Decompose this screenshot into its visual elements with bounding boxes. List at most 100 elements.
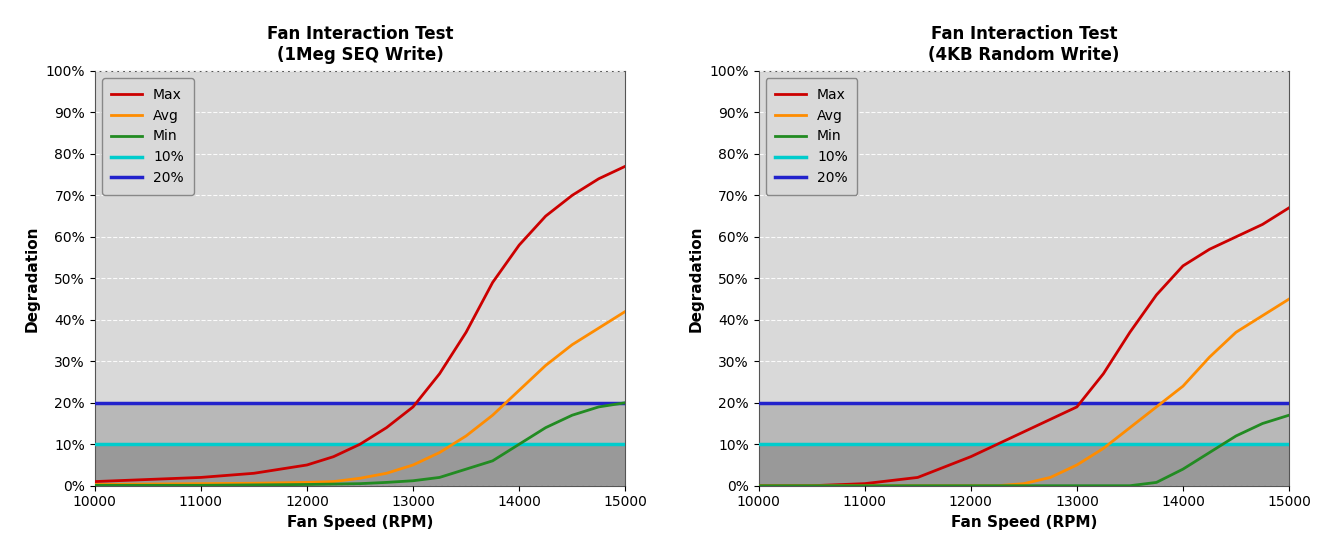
Max <box>1122 329 1138 336</box>
Legend: Max, Avg, Min, 10%, 20%: Max, Avg, Min, 10%, 20% <box>102 78 194 195</box>
Avg <box>963 482 979 489</box>
Max <box>1096 370 1112 377</box>
Max <box>537 213 553 219</box>
Min <box>1122 482 1138 489</box>
Max <box>1201 246 1217 253</box>
Max <box>963 453 979 460</box>
Min <box>1069 482 1085 489</box>
Avg <box>485 412 501 418</box>
Min <box>485 457 501 464</box>
Avg <box>1069 462 1085 468</box>
Avg <box>458 432 474 439</box>
Max <box>804 482 820 489</box>
Min <box>1228 432 1244 439</box>
Max <box>432 370 448 377</box>
Bar <box>95 403 625 444</box>
Min <box>1255 420 1271 427</box>
Avg <box>432 449 448 456</box>
Avg <box>1201 354 1217 360</box>
Line: Avg: Avg <box>759 299 1289 486</box>
Avg <box>1096 445 1112 452</box>
Line: Max: Max <box>95 166 625 482</box>
Avg <box>246 480 262 487</box>
Avg <box>1174 383 1190 390</box>
Avg <box>378 470 394 477</box>
Max <box>512 242 528 249</box>
Max <box>378 425 394 431</box>
Max <box>1015 428 1031 435</box>
Y-axis label: Degradation: Degradation <box>25 225 40 331</box>
Min <box>1042 482 1058 489</box>
Min <box>351 480 367 487</box>
Max <box>910 474 926 481</box>
Max <box>564 192 580 199</box>
Min <box>326 481 342 487</box>
Legend: Max, Avg, Min, 10%, 20%: Max, Avg, Min, 10%, 20% <box>766 78 858 195</box>
Max <box>1069 403 1085 410</box>
Min <box>591 403 607 410</box>
Avg <box>856 482 872 489</box>
Max <box>751 482 767 489</box>
Line: Max: Max <box>759 208 1289 486</box>
Bar <box>759 444 1289 486</box>
Min <box>432 474 448 481</box>
Max <box>617 163 633 170</box>
Max <box>351 441 367 447</box>
Max <box>591 175 607 182</box>
Min <box>1096 482 1112 489</box>
Min <box>1281 412 1297 418</box>
Line: Min: Min <box>759 415 1289 486</box>
Max <box>458 329 474 336</box>
Avg <box>1149 403 1165 410</box>
Max <box>405 403 421 410</box>
Min <box>299 481 315 488</box>
Min <box>804 482 820 489</box>
Max <box>1174 263 1190 269</box>
Max <box>246 470 262 477</box>
Avg <box>591 325 607 331</box>
Line: Min: Min <box>95 403 625 485</box>
Avg <box>1281 296 1297 302</box>
Min <box>910 482 926 489</box>
Max <box>1228 234 1244 240</box>
Min <box>537 425 553 431</box>
Max <box>856 480 872 487</box>
Min <box>246 482 262 488</box>
Min <box>751 482 767 489</box>
X-axis label: Fan Speed (RPM): Fan Speed (RPM) <box>951 515 1097 530</box>
Min <box>87 482 103 488</box>
Min <box>963 482 979 489</box>
Min <box>1174 466 1190 472</box>
Avg <box>1255 312 1271 319</box>
Max <box>989 441 1005 447</box>
Min <box>856 482 872 489</box>
Min <box>1149 479 1165 486</box>
X-axis label: Fan Speed (RPM): Fan Speed (RPM) <box>287 515 433 530</box>
Avg <box>87 481 103 488</box>
Avg <box>537 362 553 369</box>
Max <box>1042 416 1058 423</box>
Min <box>378 479 394 486</box>
Avg <box>405 462 421 468</box>
Max <box>1281 204 1297 211</box>
Avg <box>512 387 528 393</box>
Avg <box>751 482 767 489</box>
Max <box>485 279 501 286</box>
Avg <box>989 482 1005 489</box>
Max <box>1255 221 1271 228</box>
Min <box>405 477 421 484</box>
Avg <box>299 479 315 486</box>
Min <box>458 466 474 472</box>
Min <box>512 441 528 447</box>
Max <box>140 476 156 483</box>
Avg <box>1228 329 1244 336</box>
Line: Avg: Avg <box>95 311 625 485</box>
Min <box>1201 449 1217 456</box>
Max <box>299 462 315 468</box>
Max <box>326 453 342 460</box>
Min <box>1015 482 1031 489</box>
Bar <box>95 444 625 486</box>
Avg <box>1042 474 1058 481</box>
Avg <box>1122 425 1138 431</box>
Bar <box>759 403 1289 444</box>
